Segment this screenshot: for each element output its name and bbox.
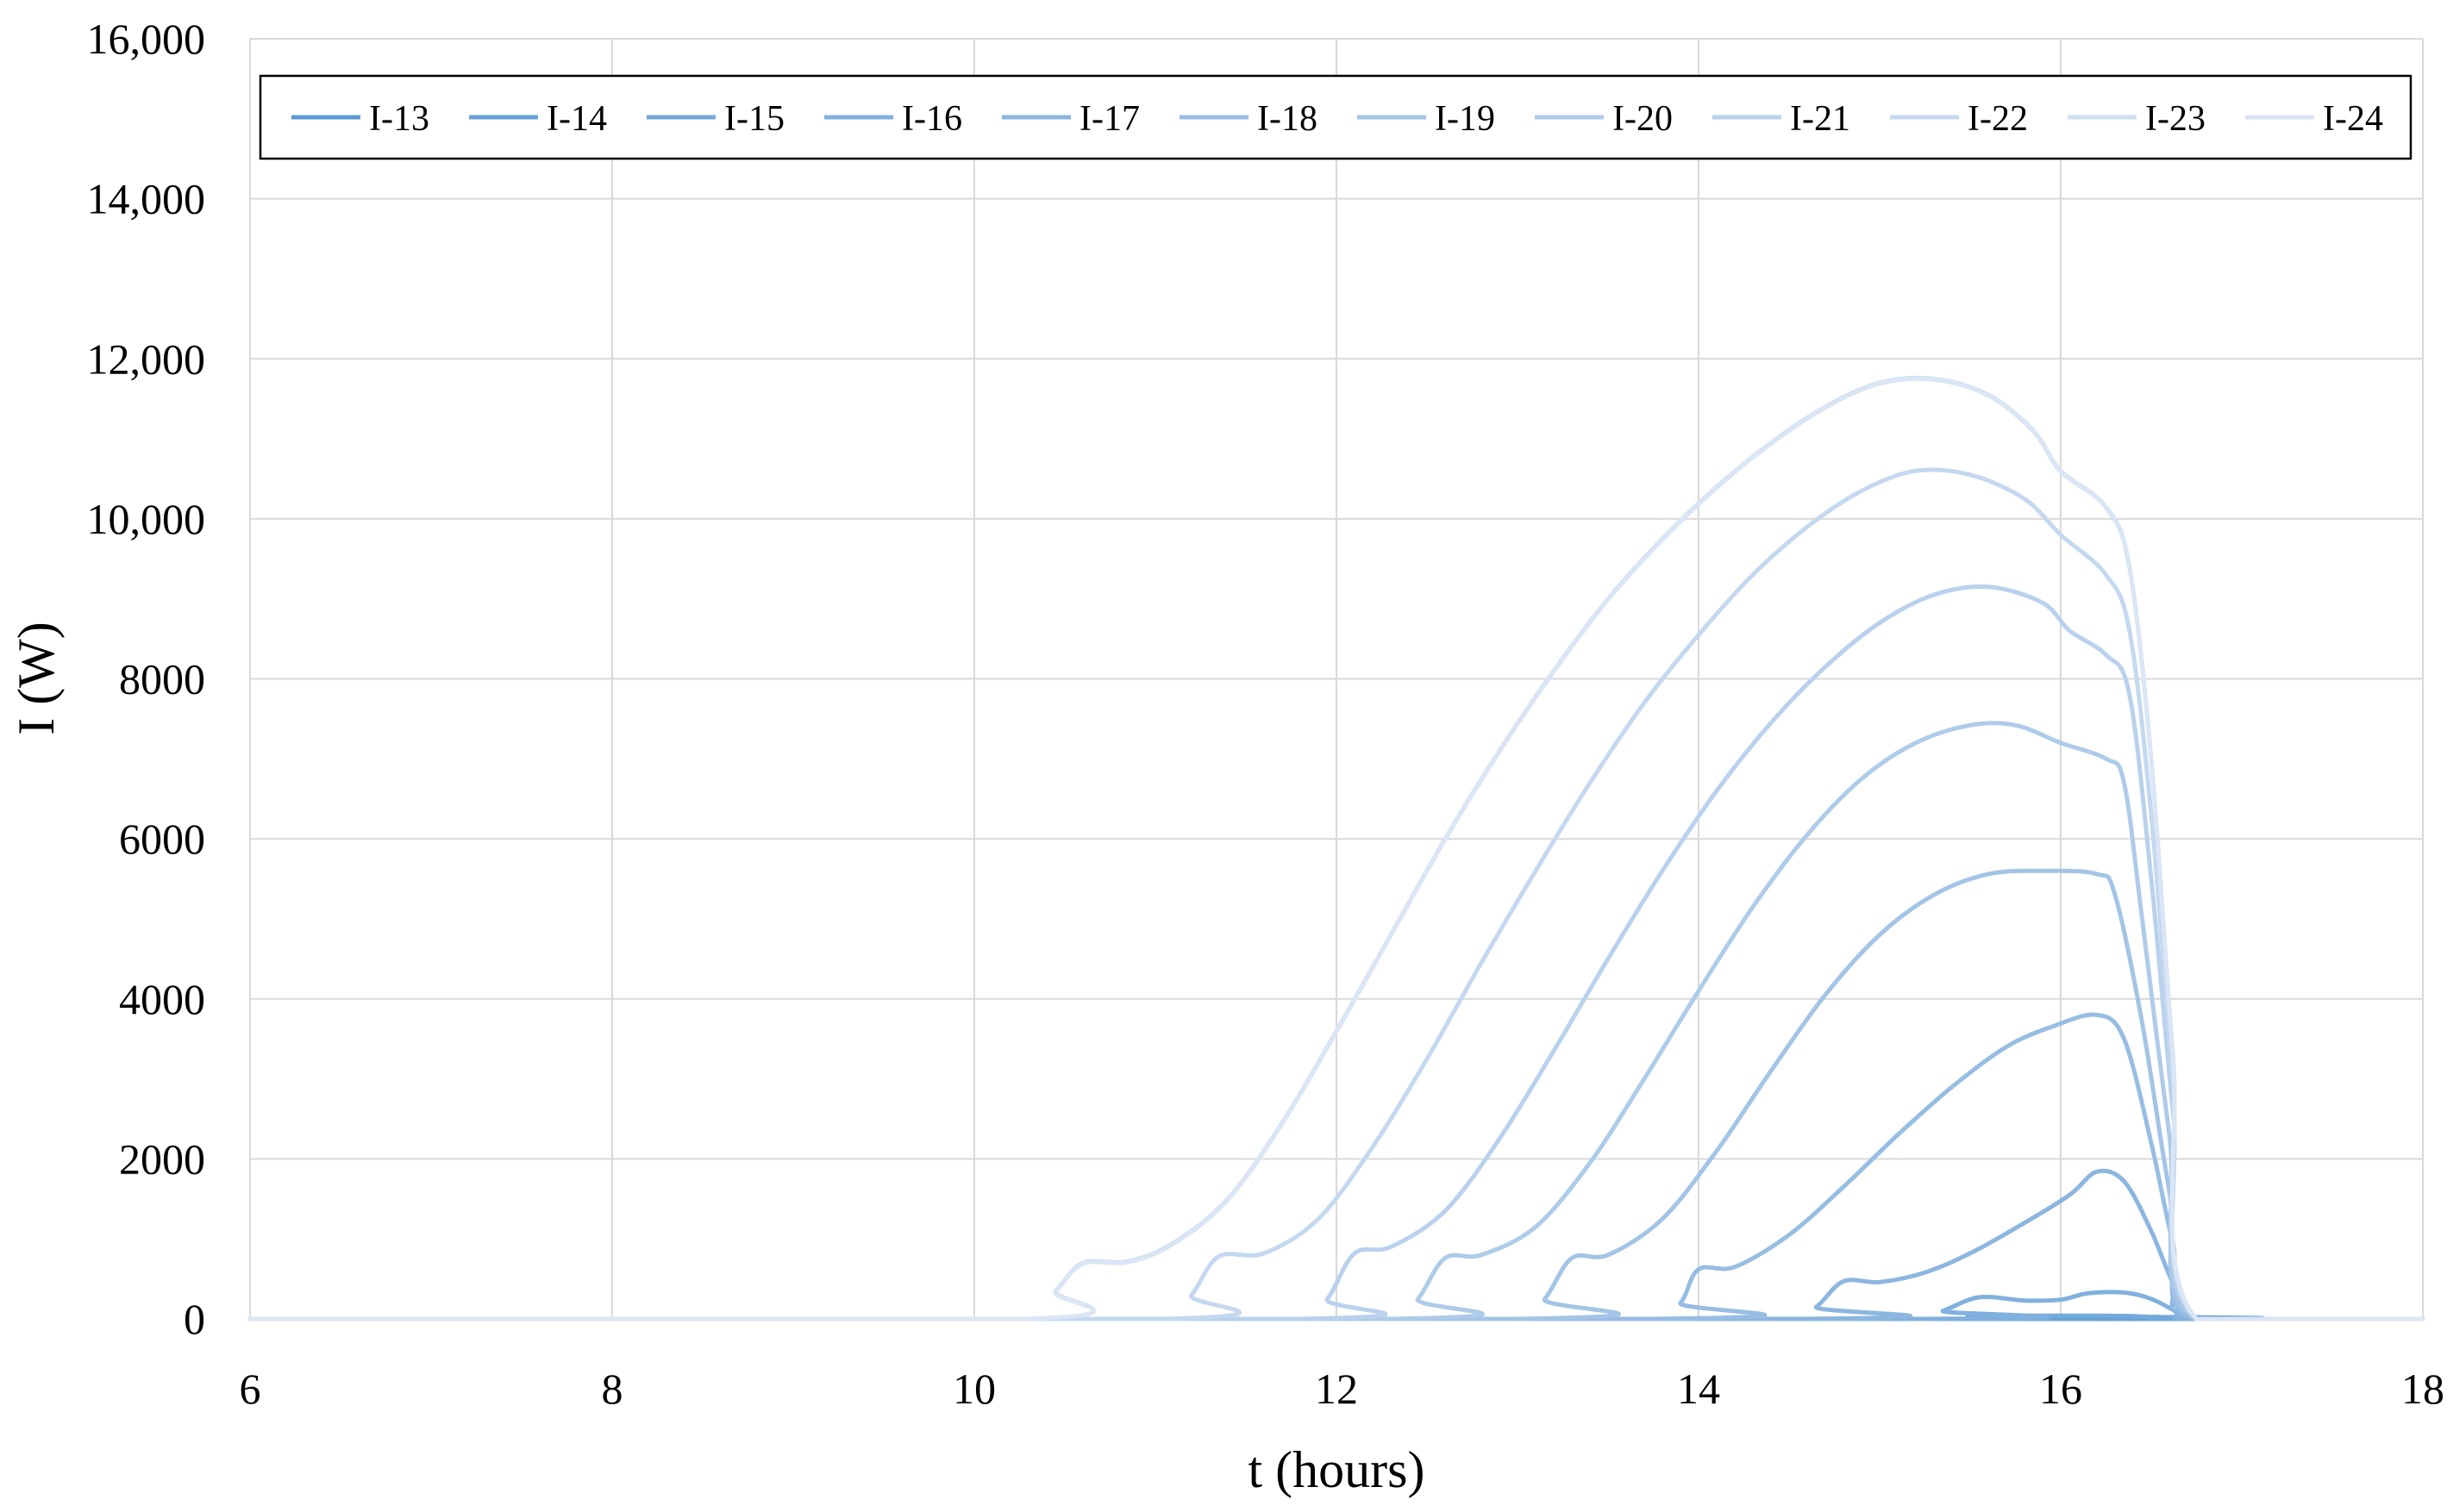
series-line-i-18 [247,1012,2425,1321]
legend-label-i-15: I-15 [724,99,785,139]
legend-label-i-22: I-22 [1968,99,2028,139]
x-tick-label: 14 [1677,1365,1720,1413]
gridlines [249,38,2424,1320]
series-line-i-19 [247,868,2425,1321]
y-tick-label: 16,000 [87,15,206,63]
legend-label-i-17: I-17 [1079,99,1140,139]
legend-label-i-14: I-14 [547,99,607,139]
y-tick-label: 8000 [119,655,205,703]
x-tick-label: 10 [953,1365,996,1413]
legend-label-i-21: I-21 [1790,99,1850,139]
y-tick-label: 0 [184,1295,205,1343]
legend: I-13 I-14 I-15 I-16 I-17 I-18 I-19 I-20 I-21 I-22… [259,74,2412,160]
x-tick-label: 8 [602,1365,623,1413]
series-line-i-20 [247,721,2425,1321]
series-line-i-21 [247,584,2425,1321]
legend-label-i-13: I-13 [369,99,429,139]
legend-label-i-20: I-20 [1612,99,1673,139]
x-tick-label: 12 [1315,1365,1358,1413]
legend-label-i-24: I-24 [2323,99,2383,139]
y-tick-label: 12,000 [87,334,206,383]
legend-label-i-16: I-16 [902,99,962,139]
y-tick-label: 14,000 [87,175,206,223]
x-axis-ticks: 6 8 10 12 14 16 18 [240,1365,2445,1413]
legend-label-i-23: I-23 [2145,99,2206,139]
y-axis-ticks: 0 2000 4000 6000 8000 10,000 12,000 14,000 16,00… [87,15,206,1343]
y-tick-label: 10,000 [87,495,206,543]
x-tick-label: 6 [240,1365,261,1413]
x-tick-label: 16 [2039,1365,2082,1413]
y-axis-title: I (W) [8,622,65,735]
series-line-i-24 [247,376,2425,1321]
legend-label-i-18: I-18 [1257,99,1317,139]
x-tick-label: 18 [2401,1365,2444,1413]
series-line-i-22 [247,467,2425,1321]
y-tick-label: 2000 [119,1134,205,1183]
y-tick-label: 6000 [119,815,205,863]
series-lines [247,375,2425,1321]
x-axis-title: t (hours) [1248,1441,1425,1498]
y-tick-label: 4000 [119,975,205,1023]
legend-box [259,74,2412,160]
legend-label-i-19: I-19 [1435,99,1495,139]
